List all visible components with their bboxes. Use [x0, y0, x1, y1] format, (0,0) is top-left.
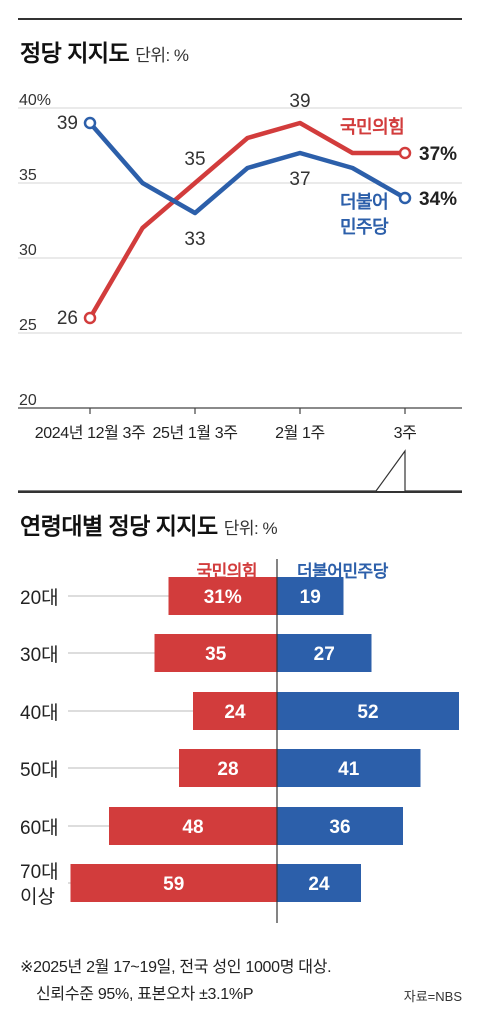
footnote-line2: 신뢰수준 95%, 표본오차 ±3.1%P	[36, 986, 254, 1003]
series-name-label: 민주당	[340, 217, 389, 237]
bar-right	[277, 634, 372, 672]
end-value-label: 34%	[419, 189, 457, 210]
series-line	[87, 120, 408, 216]
category-label: 50대	[20, 759, 59, 781]
series-point	[83, 116, 97, 130]
bar-value-label: 52	[357, 702, 378, 723]
x-tick-label: 2월 1주	[275, 424, 325, 442]
bar-value-label: 27	[314, 644, 335, 665]
data-label: 37	[289, 169, 310, 190]
bar-value-label: 24	[308, 874, 330, 895]
series-point	[398, 146, 412, 160]
series-name-label: 국민의힘	[340, 117, 404, 137]
category-label: 40대	[20, 702, 59, 724]
bar-right	[277, 749, 421, 787]
zoom-bracket	[18, 449, 462, 492]
bar-chart-unit: 단위: %	[223, 519, 278, 538]
category-label: 70대	[20, 861, 59, 883]
bar-left	[179, 749, 277, 787]
legend-left: 국민의힘	[196, 561, 257, 581]
bar-value-label: 24	[224, 702, 246, 723]
series-line	[87, 120, 408, 321]
bar-right	[277, 807, 403, 845]
x-tick-label: 3주	[394, 425, 417, 442]
bar-left	[70, 864, 277, 902]
series-point	[398, 191, 412, 205]
series-point	[83, 311, 97, 325]
end-value-label: 37%	[419, 144, 457, 165]
category-label: 30대	[20, 644, 59, 666]
y-tick-label: 25	[19, 317, 37, 334]
bar-left	[168, 577, 277, 615]
bar-left	[109, 807, 277, 845]
bar-value-label: 36	[329, 817, 350, 838]
bar-value-label: 31%	[204, 587, 242, 608]
bar-value-label: 28	[217, 759, 238, 780]
data-label: 35	[184, 149, 205, 170]
bar-value-label: 35	[205, 644, 227, 665]
series-name-label: 더불어	[340, 192, 388, 212]
category-label: 60대	[20, 817, 59, 839]
bar-value-label: 48	[182, 817, 203, 838]
footnote-line1: ※2025년 2월 17~19일, 전국 성인 1000명 대상.	[20, 959, 332, 976]
section-divider	[18, 491, 462, 493]
line-chart: 40% 35 30 25 20 2024년 12월 3주 25년 1월 3주 2월 1주 3주 2…	[18, 91, 462, 492]
bar-value-label: 59	[163, 874, 184, 895]
bar-right	[277, 577, 344, 615]
line-chart-title-text: 정당 지지도	[20, 40, 130, 66]
line-chart-unit: 단위: %	[135, 46, 189, 65]
bar-left	[193, 692, 277, 730]
y-tick-label: 40%	[19, 92, 51, 109]
data-label: 39	[57, 113, 78, 134]
bar-chart-title-text: 연령대별 정당 지지도	[20, 513, 218, 539]
top-rule	[18, 18, 462, 20]
bar-left	[154, 634, 277, 672]
x-tick-label: 2024년 12월 3주	[35, 424, 146, 442]
legend-right: 더불어민주당	[297, 562, 389, 581]
category-label: 이상	[20, 886, 55, 908]
bar-chart-title: 연령대별 정당 지지도 단위: %	[20, 507, 278, 541]
bar-right	[277, 692, 459, 730]
bar-chart: 국민의힘 더불어민주당 20대 31% 19 30대 35 27 40대 24 52 50대 28 41 6…	[20, 559, 459, 923]
data-label: 33	[184, 229, 205, 250]
category-label: 20대	[20, 587, 59, 609]
y-tick-label: 30	[19, 242, 37, 259]
data-label: 26	[57, 308, 78, 329]
y-tick-label: 20	[19, 392, 37, 409]
data-label: 39	[289, 91, 310, 112]
line-chart-title: 정당 지지도 단위: %	[20, 34, 189, 68]
x-tick-label: 25년 1월 3주	[152, 424, 237, 442]
bar-right	[277, 864, 361, 902]
bar-value-label: 41	[338, 759, 360, 780]
bar-value-label: 19	[300, 587, 321, 608]
source-label: 자료=NBS	[403, 989, 462, 1004]
y-tick-label: 35	[19, 167, 37, 184]
